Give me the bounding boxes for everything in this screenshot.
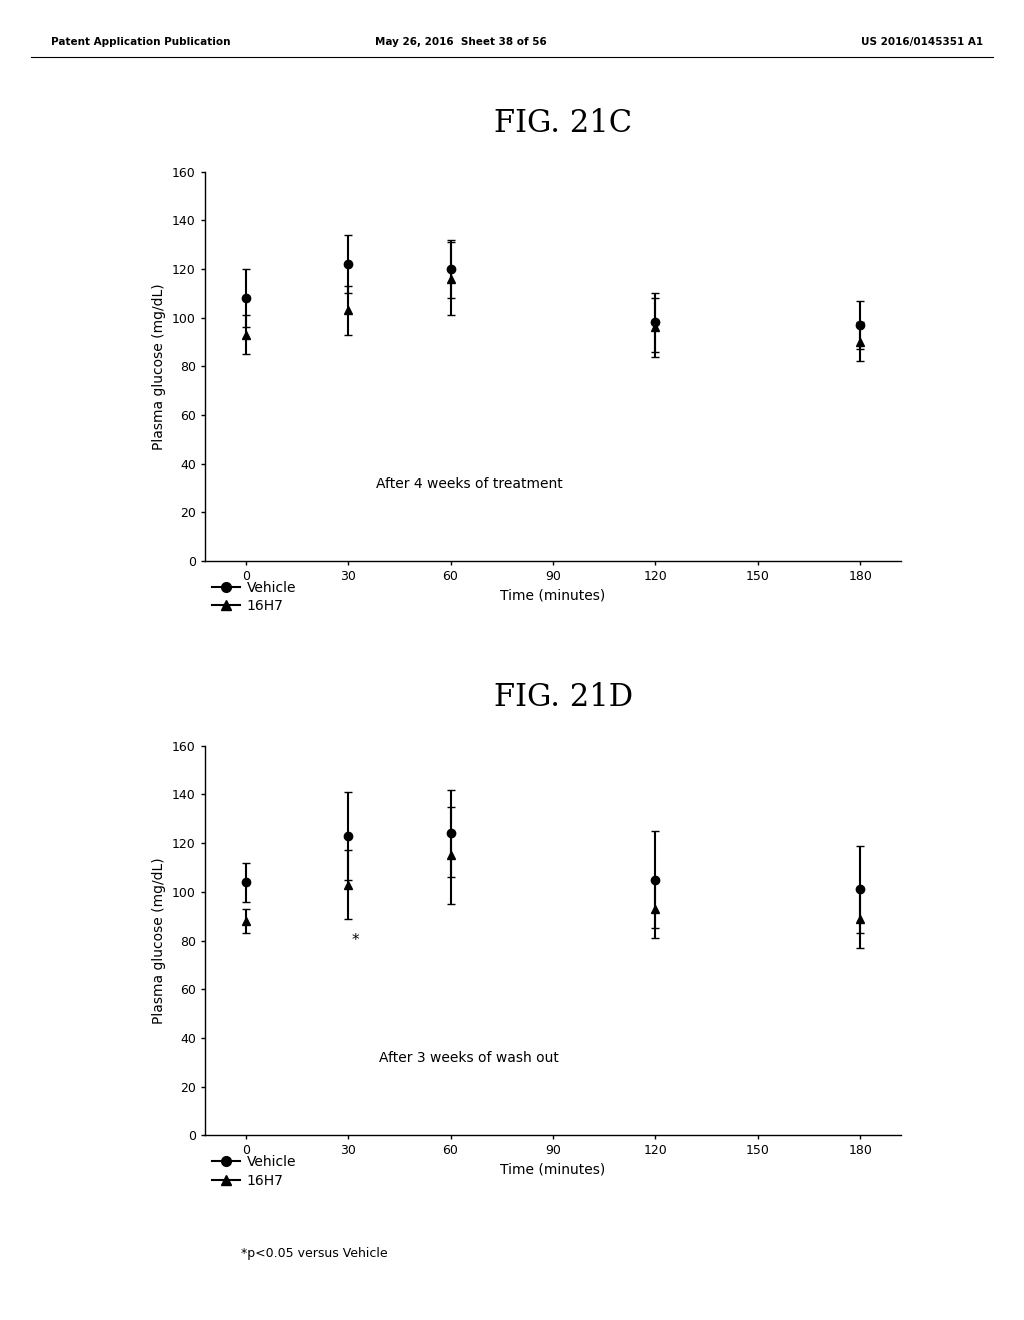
Text: US 2016/0145351 A1: US 2016/0145351 A1 xyxy=(861,37,983,48)
Legend: Vehicle, 16H7: Vehicle, 16H7 xyxy=(212,581,296,614)
Text: *: * xyxy=(351,933,359,948)
Text: May 26, 2016  Sheet 38 of 56: May 26, 2016 Sheet 38 of 56 xyxy=(375,37,547,48)
X-axis label: Time (minutes): Time (minutes) xyxy=(501,589,605,603)
X-axis label: Time (minutes): Time (minutes) xyxy=(501,1163,605,1177)
Y-axis label: Plasma glucose (mg/dL): Plasma glucose (mg/dL) xyxy=(153,857,166,1024)
Text: *p<0.05 versus Vehicle: *p<0.05 versus Vehicle xyxy=(241,1247,387,1261)
Text: After 4 weeks of treatment: After 4 weeks of treatment xyxy=(376,477,563,491)
Text: Patent Application Publication: Patent Application Publication xyxy=(51,37,230,48)
Y-axis label: Plasma glucose (mg/dL): Plasma glucose (mg/dL) xyxy=(153,282,166,450)
Legend: Vehicle, 16H7: Vehicle, 16H7 xyxy=(212,1155,296,1188)
Text: FIG. 21C: FIG. 21C xyxy=(495,108,632,139)
Text: After 3 weeks of wash out: After 3 weeks of wash out xyxy=(380,1051,559,1065)
Text: FIG. 21D: FIG. 21D xyxy=(494,682,633,713)
